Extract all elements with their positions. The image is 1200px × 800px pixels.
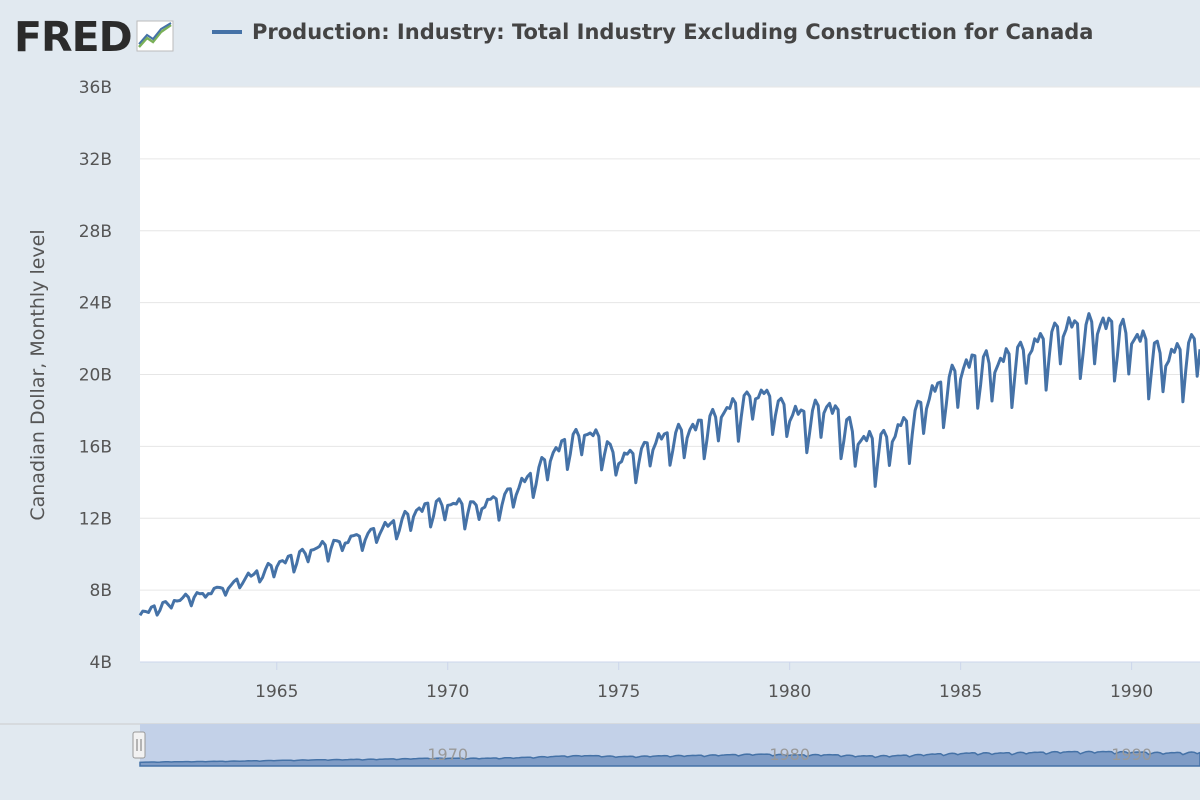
series-line[interactable] (138, 312, 1200, 617)
series-group (138, 312, 1200, 617)
logo-text: FRED (14, 13, 133, 61)
y-tick-label: 24B (79, 294, 112, 314)
navigator-left-handle[interactable] (132, 731, 146, 759)
y-tick-label: 36B (79, 78, 112, 98)
chart-trend-icon (136, 20, 174, 56)
chart-header: FRED Production: Industry: Total Industr… (0, 0, 1200, 76)
navigator-series (139, 750, 1200, 767)
y-tick-label: 16B (79, 437, 112, 457)
x-axis: 1965 1970 1975 1980 1985 1990 (140, 661, 1200, 702)
y-tick-label: 28B (79, 222, 112, 242)
x-tick-label: 1980 (768, 682, 811, 702)
x-tick-label: 1985 (939, 682, 982, 702)
legend-label: Production: Industry: Total Industry Exc… (252, 20, 1094, 44)
x-tick-label: 1965 (255, 682, 298, 702)
y-axis: 4B 8B 12B 16B 20B 24B 28B 32B 36B (79, 78, 112, 673)
legend-swatch (212, 30, 242, 34)
x-tick-label: 1975 (597, 682, 640, 702)
y-tick-label: 12B (79, 509, 112, 529)
navigator-tick-label: 1970 (427, 745, 468, 764)
navigator-tick-label: 1990 (1111, 745, 1152, 764)
navigator-tick-label: 1980 (769, 745, 810, 764)
legend[interactable]: Production: Industry: Total Industry Exc… (212, 20, 1093, 44)
y-tick-label: 20B (79, 366, 112, 386)
x-tick-label: 1970 (426, 682, 469, 702)
y-tick-label: 32B (79, 150, 112, 170)
x-tick-label: 1990 (1110, 682, 1153, 702)
navigator[interactable]: 1970 1980 1990 (0, 723, 1200, 767)
y-tick-label: 8B (90, 581, 112, 601)
fred-logo[interactable]: FRED (14, 14, 174, 58)
y-tick-label: 4B (90, 653, 112, 673)
